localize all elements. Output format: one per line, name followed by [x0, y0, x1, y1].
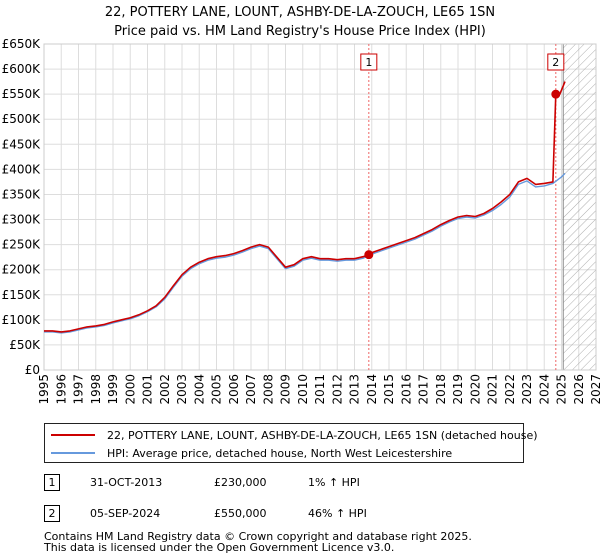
y-tick-label: £400K — [2, 162, 42, 176]
transaction-date: 05-SEP-2024 — [90, 507, 161, 520]
y-tick-label: £0 — [25, 363, 40, 377]
x-tick-label: 2013 — [348, 374, 362, 405]
x-tick-label: 2020 — [468, 374, 482, 405]
price-chart: 22, POTTERY LANE, LOUNT, ASHBY-DE-LA-ZOU… — [2, 5, 600, 405]
x-tick-label: 2009 — [279, 374, 293, 405]
x-tick-label: 2005 — [210, 374, 224, 405]
x-tick-label: 2003 — [175, 374, 189, 405]
x-tick-label: 2011 — [313, 374, 327, 405]
legend-swatch-property — [51, 434, 95, 436]
legend-item-property: 22, POTTERY LANE, LOUNT, ASHBY-DE-LA-ZOU… — [51, 427, 538, 443]
future-hatch-region — [563, 44, 596, 370]
transaction-date: 31-OCT-2013 — [90, 476, 163, 489]
chart-title: 22, POTTERY LANE, LOUNT, ASHBY-DE-LA-ZOU… — [105, 5, 495, 20]
transaction-price: £550,000 — [214, 507, 267, 520]
transaction-hpi-change: 1% ↑ HPI — [308, 476, 360, 489]
x-tick-label: 2018 — [434, 374, 448, 405]
y-tick-label: £500K — [2, 112, 42, 126]
y-tick-label: £650K — [2, 37, 42, 51]
legend-item-hpi: HPI: Average price, detached house, Nort… — [51, 445, 452, 461]
transaction-badge: 1 — [44, 474, 60, 491]
x-tick-label: 2015 — [382, 374, 396, 405]
x-tick-label: 2008 — [261, 374, 275, 405]
x-tick-label: 2004 — [192, 374, 206, 405]
y-tick-label: £450K — [2, 137, 42, 151]
x-tick-label: 2006 — [227, 374, 241, 405]
footer-licence: This data is licensed under the Open Gov… — [44, 541, 395, 554]
sale-marker-badge — [360, 53, 378, 71]
legend: 22, POTTERY LANE, LOUNT, ASHBY-DE-LA-ZOU… — [44, 423, 538, 463]
hpi-line — [44, 172, 566, 334]
transaction-hpi-change: 46% ↑ HPI — [308, 507, 367, 520]
y-tick-label: £600K — [2, 62, 42, 76]
legend-label-hpi: HPI: Average price, detached house, Nort… — [107, 446, 453, 460]
legend-label-property: 22, POTTERY LANE, LOUNT, ASHBY-DE-LA-ZOU… — [107, 428, 538, 442]
x-tick-label: 2002 — [158, 374, 172, 405]
x-tick-label: 2001 — [141, 374, 155, 405]
x-tick-label: 2000 — [123, 374, 137, 405]
x-tick-label: 1996 — [54, 374, 68, 405]
x-tick-label: 2010 — [296, 374, 310, 405]
legend-swatch-hpi — [51, 452, 95, 454]
sale-point — [364, 250, 374, 260]
y-tick-label: £150K — [2, 288, 42, 302]
x-tick-label: 2023 — [520, 374, 534, 405]
transaction-badge: 2 — [44, 505, 60, 522]
transaction-price: £230,000 — [214, 476, 267, 489]
y-tick-label: £300K — [2, 213, 42, 227]
sale-marker-badge — [547, 53, 565, 71]
sale-marker-label: 1 — [365, 56, 372, 69]
x-tick-label: 1998 — [89, 374, 103, 405]
plot-frame — [43, 43, 597, 371]
x-tick-label: 2024 — [537, 374, 551, 405]
x-tick-label: 2021 — [486, 374, 500, 405]
x-tick-label: 1995 — [37, 374, 51, 405]
x-tick-label: 2025 — [555, 374, 569, 405]
y-tick-label: £250K — [2, 238, 42, 252]
sale-marker-label: 2 — [552, 56, 559, 69]
x-tick-label: 2022 — [503, 374, 517, 405]
y-tick-label: £550K — [2, 87, 42, 101]
y-tick-label: £50K — [9, 338, 41, 352]
property-price-line — [44, 81, 566, 333]
footer-copyright: Contains HM Land Registry data © Crown c… — [44, 530, 472, 543]
y-tick-label: £100K — [2, 313, 42, 327]
y-tick-label: £200K — [2, 263, 42, 277]
footer: Contains HM Land Registry data © Crown c… — [44, 531, 472, 553]
x-tick-label: 2017 — [417, 374, 431, 405]
x-tick-label: 2027 — [589, 374, 600, 405]
sale-point — [551, 89, 561, 99]
x-tick-label: 2014 — [365, 374, 379, 405]
chart-subtitle: Price paid vs. HM Land Registry's House … — [114, 24, 486, 39]
x-tick-label: 2026 — [572, 374, 586, 405]
x-tick-label: 2007 — [244, 374, 258, 405]
x-tick-label: 2012 — [330, 374, 344, 405]
x-tick-label: 1999 — [106, 374, 120, 405]
x-tick-label: 2016 — [399, 374, 413, 405]
y-tick-label: £350K — [2, 187, 42, 201]
x-tick-label: 1997 — [72, 374, 86, 405]
x-tick-label: 2019 — [451, 374, 465, 405]
